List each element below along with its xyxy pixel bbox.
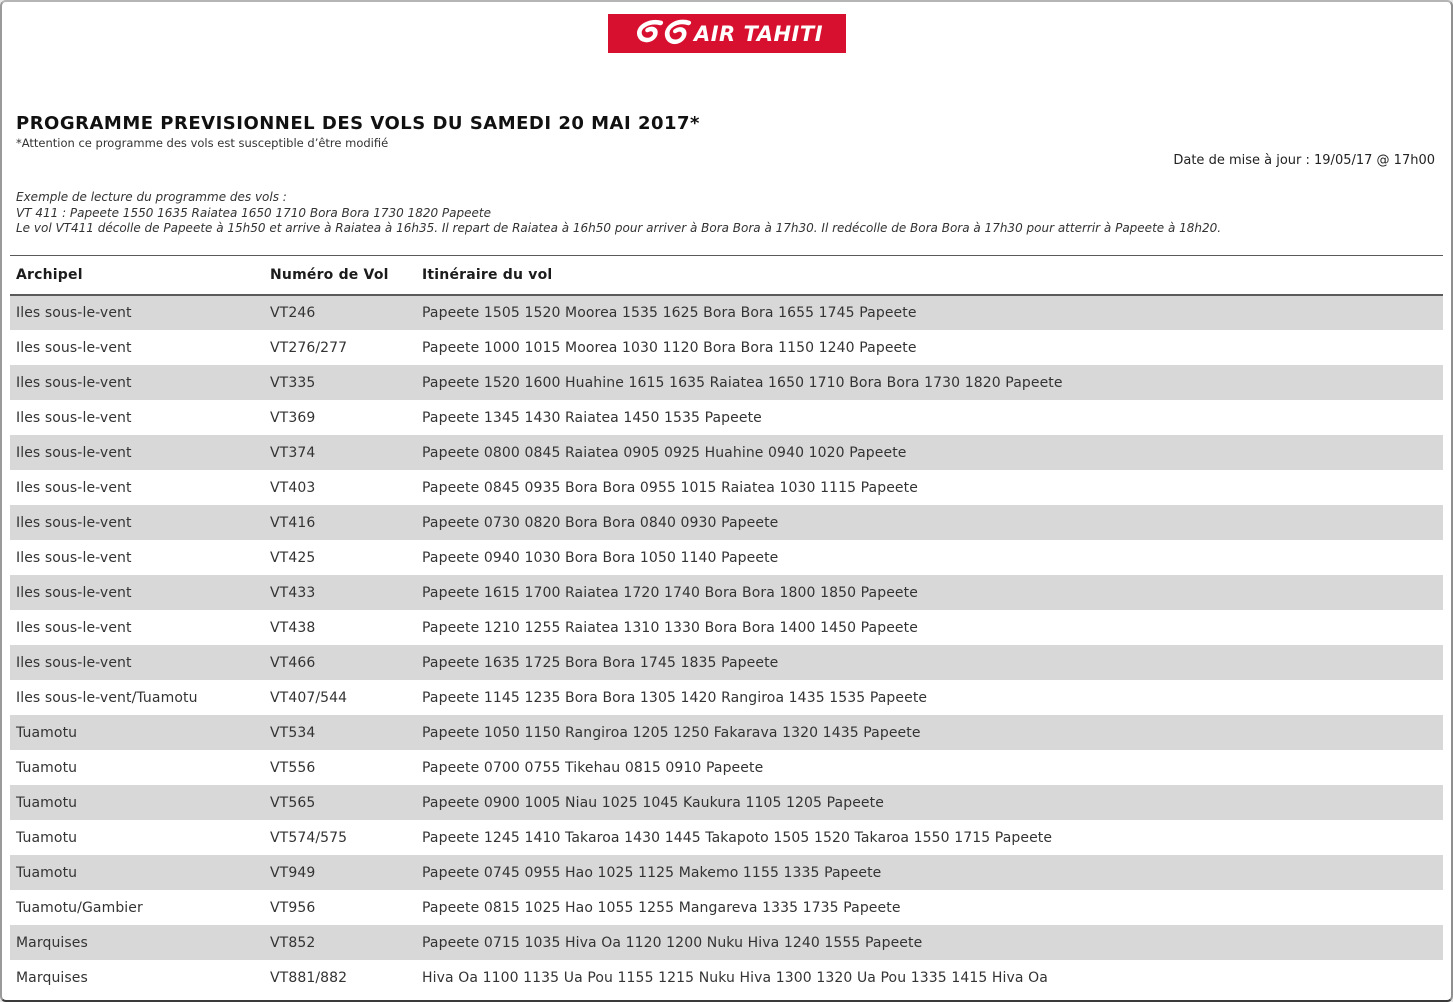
cell-flight-number: VT246	[270, 305, 316, 321]
table-row: Tuamotu/Gambier VT956 Papeete 0815 1025 Ha…	[10, 890, 1443, 925]
cell-itinerary: Papeete 1520 1600 Huahine 1615 1635 Raia…	[422, 374, 1063, 391]
cell-itinerary: Papeete 1635 1725 Bora Bora 1745 1835 Pa…	[422, 654, 779, 671]
cell-itinerary: Hiva Oa 1100 1135 Ua Pou 1155 1215 Nuku …	[422, 969, 1048, 986]
cell-archipel: Iles sous-le-vent	[16, 654, 132, 671]
table-row: Tuamotu VT565 Papeete 0900 1005 Niau 1025 …	[10, 785, 1443, 820]
table-row: Iles sous-le-vent VT416 Papeete 0730 0820 …	[10, 505, 1443, 540]
brand-name: AIR TAHITI	[693, 21, 824, 46]
table-row: Iles sous-le-vent VT433 Papeete 1615 1700 …	[10, 575, 1443, 610]
column-header-flight-number: Numéro de Vol	[264, 254, 416, 296]
cell-archipel: Iles sous-le-vent	[16, 374, 132, 391]
cell-archipel: Iles sous-le-vent	[16, 584, 132, 601]
cell-flight-number: VT335	[270, 374, 316, 391]
cell-archipel: Iles sous-le-vent	[16, 444, 132, 461]
cell-itinerary: Papeete 0730 0820 Bora Bora 0840 0930 Pa…	[422, 514, 779, 531]
column-header-itinerary: Itinéraire du vol	[416, 254, 1443, 296]
cell-flight-number: VT433	[270, 584, 316, 601]
cell-archipel: Marquises	[16, 934, 88, 951]
cell-itinerary: Papeete 1210 1255 Raiatea 1310 1330 Bora…	[422, 619, 918, 636]
flight-table: Archipel Numéro de Vol Itinéraire du vol…	[10, 254, 1443, 996]
document-header: PROGRAMME PREVISIONNEL DES VOLS DU SAMED…	[2, 112, 1451, 150]
table-row: Iles sous-le-vent VT374 Papeete 0800 0845 …	[10, 435, 1443, 470]
cell-itinerary: Papeete 0715 1035 Hiva Oa 1120 1200 Nuku…	[422, 934, 923, 951]
flight-table-header: Archipel Numéro de Vol Itinéraire du vol	[10, 254, 1443, 296]
cell-flight-number: VT466	[270, 654, 316, 671]
cell-flight-number: VT369	[270, 409, 316, 426]
cell-flight-number: VT881/882	[270, 969, 348, 986]
tiare-swirl-icon	[630, 16, 692, 52]
cell-itinerary: Papeete 1000 1015 Moorea 1030 1120 Bora …	[422, 339, 917, 356]
cell-flight-number: VT534	[270, 724, 316, 741]
cell-itinerary: Papeete 0800 0845 Raiatea 0905 0925 Huah…	[422, 444, 907, 461]
column-header-archipel: Archipel	[10, 254, 264, 296]
example-line-2: VT 411 : Papeete 1550 1635 Raiatea 1650 …	[16, 205, 491, 220]
table-row: Iles sous-le-vent VT276/277 Papeete 1000 1…	[10, 330, 1443, 365]
cell-flight-number: VT565	[270, 794, 316, 811]
cell-flight-number: VT403	[270, 479, 316, 496]
table-row: Iles sous-le-vent VT335 Papeete 1520 1600 …	[10, 365, 1443, 400]
table-row: Tuamotu VT574/575 Papeete 1245 1410 Takaro…	[10, 820, 1443, 855]
cell-flight-number: VT956	[270, 899, 316, 916]
table-row: Iles sous-le-vent VT403 Papeete 0845 0935 …	[10, 470, 1443, 505]
table-row: Tuamotu VT556 Papeete 0700 0755 Tikehau 08…	[10, 750, 1443, 785]
cell-archipel: Iles sous-le-vent	[16, 339, 132, 356]
cell-archipel: Iles sous-le-vent	[16, 409, 132, 426]
cell-itinerary: Papeete 0815 1025 Hao 1055 1255 Mangarev…	[422, 899, 901, 916]
page-subtitle: *Attention ce programme des vols est sus…	[16, 136, 389, 150]
cell-flight-number: VT438	[270, 619, 316, 636]
table-row: Iles sous-le-vent VT438 Papeete 1210 1255 …	[10, 610, 1443, 645]
table-row: Marquises VT881/882 Hiva Oa 1100 1135 Ua P…	[10, 960, 1443, 995]
cell-flight-number: VT416	[270, 514, 316, 531]
cell-flight-number: VT574/575	[270, 829, 348, 846]
table-row: Marquises VT852 Papeete 0715 1035 Hiva Oa …	[10, 925, 1443, 960]
cell-archipel: Tuamotu/Gambier	[16, 899, 143, 916]
cell-itinerary: Papeete 1245 1410 Takaroa 1430 1445 Taka…	[422, 829, 1053, 846]
table-row: Iles sous-le-vent VT246 Papeete 1505 1520 …	[10, 295, 1443, 330]
cell-archipel: Iles sous-le-vent	[16, 514, 132, 531]
cell-flight-number: VT276/277	[270, 339, 348, 356]
cell-archipel: Iles sous-le-vent	[16, 619, 132, 636]
cell-archipel: Iles sous-le-vent	[16, 549, 132, 566]
cell-archipel: Marquises	[16, 969, 88, 986]
cell-archipel: Tuamotu	[16, 759, 78, 776]
air-tahiti-logo: AIR TAHITI	[607, 14, 846, 53]
cell-archipel: Tuamotu	[16, 724, 78, 741]
reading-example: Exemple de lecture du programme des vols…	[2, 190, 1451, 237]
cell-itinerary: Papeete 0700 0755 Tikehau 0815 0910 Pape…	[422, 759, 764, 776]
example-line-3: Le vol VT411 décolle de Papeete à 15h50 …	[16, 221, 1222, 235]
cell-archipel: Iles sous-le-vent/Tuamotu	[16, 689, 198, 706]
cell-flight-number: VT852	[270, 934, 316, 951]
table-row: Iles sous-le-vent VT369 Papeete 1345 1430 …	[10, 400, 1443, 435]
table-row: Iles sous-le-vent VT466 Papeete 1635 1725 …	[10, 645, 1443, 680]
cell-itinerary: Papeete 0900 1005 Niau 1025 1045 Kaukura…	[422, 794, 884, 811]
cell-itinerary: Papeete 1145 1235 Bora Bora 1305 1420 Ra…	[422, 689, 928, 706]
cell-flight-number: VT425	[270, 549, 316, 566]
cell-itinerary: Papeete 0745 0955 Hao 1025 1125 Makemo 1…	[422, 864, 882, 881]
cell-archipel: Iles sous-le-vent	[16, 305, 132, 321]
cell-itinerary: Papeete 1505 1520 Moorea 1535 1625 Bora …	[422, 305, 917, 321]
cell-archipel: Tuamotu	[16, 864, 78, 881]
example-line-1: Exemple de lecture du programme des vols…	[16, 190, 287, 204]
cell-itinerary: Papeete 0845 0935 Bora Bora 0955 1015 Ra…	[422, 479, 918, 496]
cell-itinerary: Papeete 0940 1030 Bora Bora 1050 1140 Pa…	[422, 549, 779, 566]
cell-flight-number: VT556	[270, 759, 316, 776]
cell-itinerary: Papeete 1345 1430 Raiatea 1450 1535 Pape…	[422, 409, 762, 426]
table-row: Iles sous-le-vent/Tuamotu VT407/544 Papeet…	[10, 680, 1443, 715]
page-title: PROGRAMME PREVISIONNEL DES VOLS DU SAMED…	[16, 113, 700, 134]
table-row: Tuamotu VT534 Papeete 1050 1150 Rangiroa 1…	[10, 715, 1443, 750]
logo-bar: AIR TAHITI	[2, 14, 1451, 53]
cell-archipel: Tuamotu	[16, 794, 78, 811]
cell-flight-number: VT374	[270, 444, 316, 461]
cell-flight-number: VT407/544	[270, 689, 348, 706]
cell-itinerary: Papeete 1615 1700 Raiatea 1720 1740 Bora…	[422, 584, 918, 601]
cell-flight-number: VT949	[270, 864, 316, 881]
table-row: Iles sous-le-vent VT425 Papeete 0940 1030 …	[10, 540, 1443, 575]
table-row: Tuamotu VT949 Papeete 0745 0955 Hao 1025 1…	[10, 855, 1443, 890]
update-date: Date de mise à jour : 19/05/17 @ 17h00	[1173, 153, 1435, 168]
flight-table-body: Iles sous-le-vent VT246 Papeete 1505 1520 …	[10, 295, 1443, 995]
cell-archipel: Iles sous-le-vent	[16, 479, 132, 496]
cell-archipel: Tuamotu	[16, 829, 78, 846]
cell-itinerary: Papeete 1050 1150 Rangiroa 1205 1250 Fak…	[422, 724, 921, 741]
